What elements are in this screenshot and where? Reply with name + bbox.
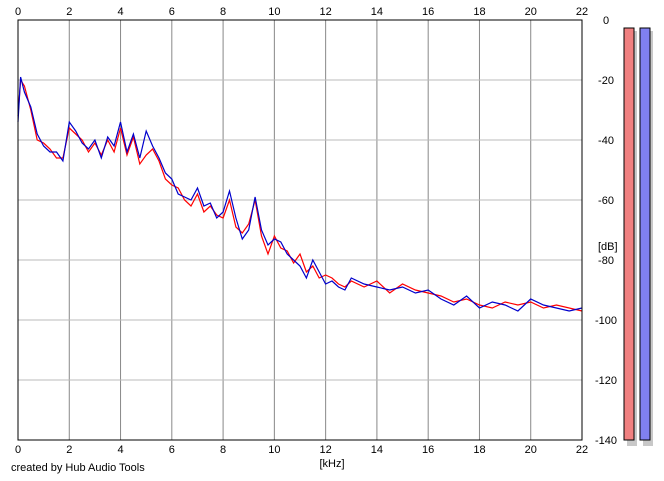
x-tick-label-bottom: 14 xyxy=(371,444,383,456)
x-tick-label-top: 16 xyxy=(422,6,434,18)
x-tick-label-bottom: 20 xyxy=(525,444,537,456)
y-tick-label: -120 xyxy=(595,375,617,387)
y-tick-label: -20 xyxy=(598,75,614,87)
x-tick-label-top: 4 xyxy=(117,6,123,18)
x-tick-label-top: 10 xyxy=(268,6,280,18)
x-tick-label-top: 22 xyxy=(576,6,588,18)
x-tick-label-bottom: 8 xyxy=(220,444,226,456)
x-tick-label-top: 8 xyxy=(220,6,226,18)
x-tick-label-bottom: 18 xyxy=(473,444,485,456)
x-tick-label-top: 18 xyxy=(473,6,485,18)
level-meter-1 xyxy=(623,27,635,441)
level-meter-2 xyxy=(639,27,651,441)
x-tick-label-top: 14 xyxy=(371,6,383,18)
y-tick-label: -80 xyxy=(598,255,614,267)
x-axis-label: [kHz] xyxy=(319,458,344,470)
y-tick-label: -60 xyxy=(598,195,614,207)
x-tick-label-bottom: 2 xyxy=(66,444,72,456)
y-tick-label: -140 xyxy=(595,435,617,447)
y-tick-label: 0 xyxy=(603,15,609,27)
x-tick-label-bottom: 22 xyxy=(576,444,588,456)
x-tick-label-bottom: 16 xyxy=(422,444,434,456)
grid xyxy=(17,19,583,441)
x-tick-label-bottom: 4 xyxy=(117,444,123,456)
x-ticks-bottom: 0 2 4 6 8 10 12 14 16 18 20 22 xyxy=(15,444,588,456)
x-tick-label-top: 6 xyxy=(169,6,175,18)
plot-background xyxy=(18,20,582,440)
y-ticks-right: 0 -20 -40 -60 -80 -100 -120 -140 xyxy=(595,15,617,447)
x-tick-label-bottom: 12 xyxy=(320,444,332,456)
x-ticks-top: 0 2 4 6 8 10 12 14 16 18 20 22 xyxy=(15,6,588,18)
plot-frame xyxy=(17,19,583,441)
x-tick-label-top: 2 xyxy=(66,6,72,18)
x-tick-label-bottom: 10 xyxy=(268,444,280,456)
series-line-2 xyxy=(17,76,583,312)
x-tick-label-top: 20 xyxy=(525,6,537,18)
x-tick-label-bottom: 0 xyxy=(15,444,21,456)
level-meters xyxy=(623,27,653,446)
x-tick-label-bottom: 6 xyxy=(169,444,175,456)
x-tick-label-top: 0 xyxy=(15,6,21,18)
credit-text: created by Hub Audio Tools xyxy=(11,462,145,474)
y-axis-label: [dB] xyxy=(598,241,618,253)
x-tick-label-top: 12 xyxy=(320,6,332,18)
y-tick-label: -40 xyxy=(598,135,614,147)
series-lines xyxy=(17,76,583,312)
y-tick-label: -100 xyxy=(595,315,617,327)
